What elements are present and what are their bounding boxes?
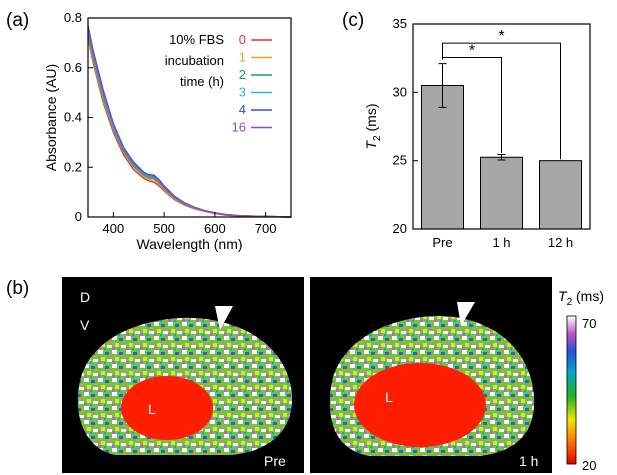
legend-entry-label: 4	[239, 102, 246, 117]
colorbar-title-unit: (ms)	[572, 288, 604, 304]
t2-axis-unit: (ms)	[363, 103, 379, 135]
significance-star: *	[469, 42, 475, 59]
absorbance-series-lines	[87, 25, 292, 218]
legend-entry-label: 16	[232, 120, 246, 135]
absorbance-axes: 400 500 600 700 0 0.2 0.4 0.6 0.8	[64, 10, 277, 236]
liver-label-pre: L	[148, 401, 156, 417]
bar-12h	[539, 160, 582, 230]
orientation-label-ventral: V	[80, 317, 90, 333]
t2-axis-symbol: T	[363, 140, 379, 150]
legend-entry-label: 3	[239, 85, 246, 100]
arrowhead-marker-1h-icon	[457, 302, 475, 326]
t2-axes: Pre 1 h 12 h 20 25 30 35	[393, 16, 574, 250]
legend-entry-label: 2	[239, 67, 246, 82]
mri-caption-1h: 1 h	[519, 453, 538, 469]
y-tick-label: 0	[75, 209, 82, 224]
legend-entry-label: 0	[239, 32, 246, 47]
orientation-label-dorsal: D	[80, 289, 90, 305]
mri-image-1h: L 1 h	[310, 277, 552, 473]
absorbance-series-16h	[87, 27, 292, 218]
panel-b-mri-images: (b) D V L Pre L 1 h	[6, 277, 604, 473]
y-tick-label: 0.8	[64, 10, 82, 25]
absorbance-plot-frame	[87, 17, 292, 218]
y-tick-label: 0.2	[64, 159, 82, 174]
t2-axis-subscript: 2	[372, 135, 383, 141]
liver-label-1h: L	[385, 389, 393, 405]
colorbar-max-label: 70	[582, 316, 596, 331]
t2-colorbar: T2 (ms) 70 20	[558, 288, 604, 473]
absorbance-y-axis-title: Absorbance (AU)	[43, 64, 59, 171]
t2-y-axis-title: T2 (ms)	[363, 103, 383, 149]
panel-a-absorbance-chart: (a) 400 500 600 700 0 0.2 0.4 0.6 0.8 Wavelength…	[6, 10, 292, 252]
y-tick-label: 25	[393, 153, 407, 168]
y-tick-label: 35	[393, 16, 407, 31]
mri-image-pre: D V L Pre	[62, 277, 304, 473]
x-tick-label: 400	[103, 221, 125, 236]
panel-label-b: (b)	[6, 278, 29, 299]
category-label: 12 h	[548, 235, 573, 250]
colorbar-title-subscript: 2	[567, 297, 573, 308]
colorbar-gradient	[566, 315, 577, 465]
panel-label-a: (a)	[6, 10, 29, 31]
t2-plot-frame	[412, 23, 591, 230]
y-tick-label: 20	[393, 221, 407, 236]
category-label: 1 h	[492, 235, 510, 250]
category-label: Pre	[432, 235, 452, 250]
bar-1h	[480, 156, 523, 230]
legend-entry-label: 1	[239, 50, 246, 65]
y-tick-label: 0.4	[64, 110, 82, 125]
significance-bracket	[442, 42, 561, 160]
liver-region-pre	[121, 376, 213, 440]
panel-label-c: (c)	[342, 10, 364, 31]
x-tick-label: 500	[153, 221, 175, 236]
significance-brackets: **	[442, 28, 561, 160]
legend-title-line: time (h)	[180, 74, 224, 89]
colorbar-title-symbol: T	[558, 288, 568, 304]
significance-bracket	[442, 56, 502, 154]
legend-title-line: 10% FBS	[169, 32, 224, 47]
legend-title-line: incubation	[165, 53, 224, 68]
x-tick-label: 700	[255, 221, 277, 236]
significance-star: *	[498, 28, 504, 45]
arrowhead-marker-pre-icon	[215, 306, 233, 330]
absorbance-legend: 10% FBS incubation time (h) 0 1 2 3 4 16	[165, 32, 272, 135]
absorbance-x-axis-title: Wavelength (nm)	[136, 236, 242, 252]
colorbar-title: T2 (ms)	[558, 288, 604, 308]
colorbar-min-label: 20	[582, 458, 596, 473]
x-tick-label: 600	[204, 221, 226, 236]
y-tick-label: 0.6	[64, 60, 82, 75]
liver-region-1h	[354, 363, 486, 447]
y-tick-label: 30	[393, 84, 407, 99]
mri-caption-pre: Pre	[264, 453, 286, 469]
